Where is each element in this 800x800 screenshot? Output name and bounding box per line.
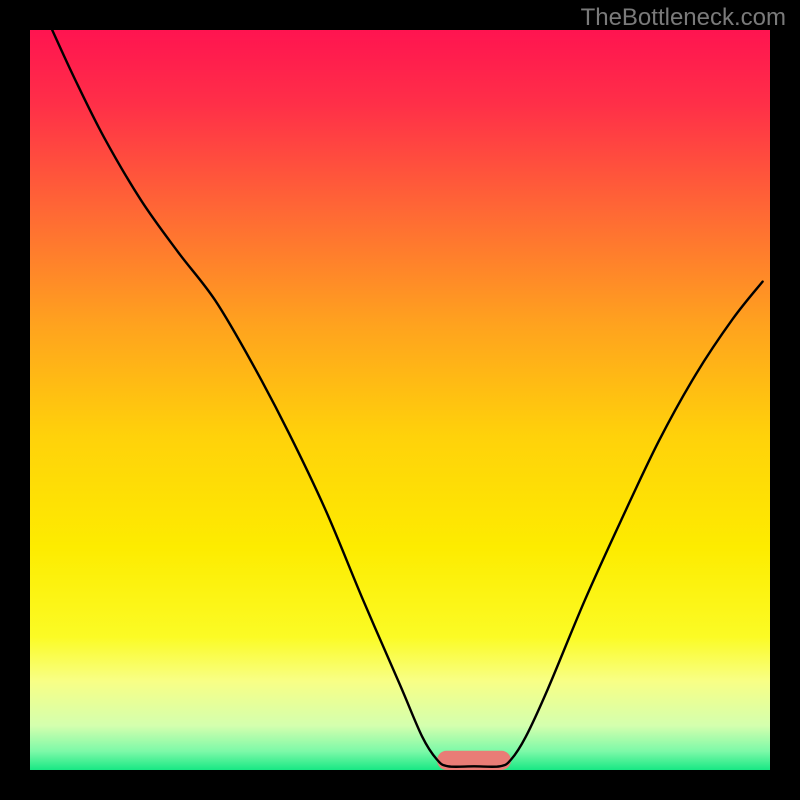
frame-right [770,0,800,800]
bottleneck-chart [0,0,800,800]
source-watermark: TheBottleneck.com [581,4,786,32]
plot-background [30,30,770,770]
frame-left [0,0,30,800]
frame-bottom [0,770,800,800]
